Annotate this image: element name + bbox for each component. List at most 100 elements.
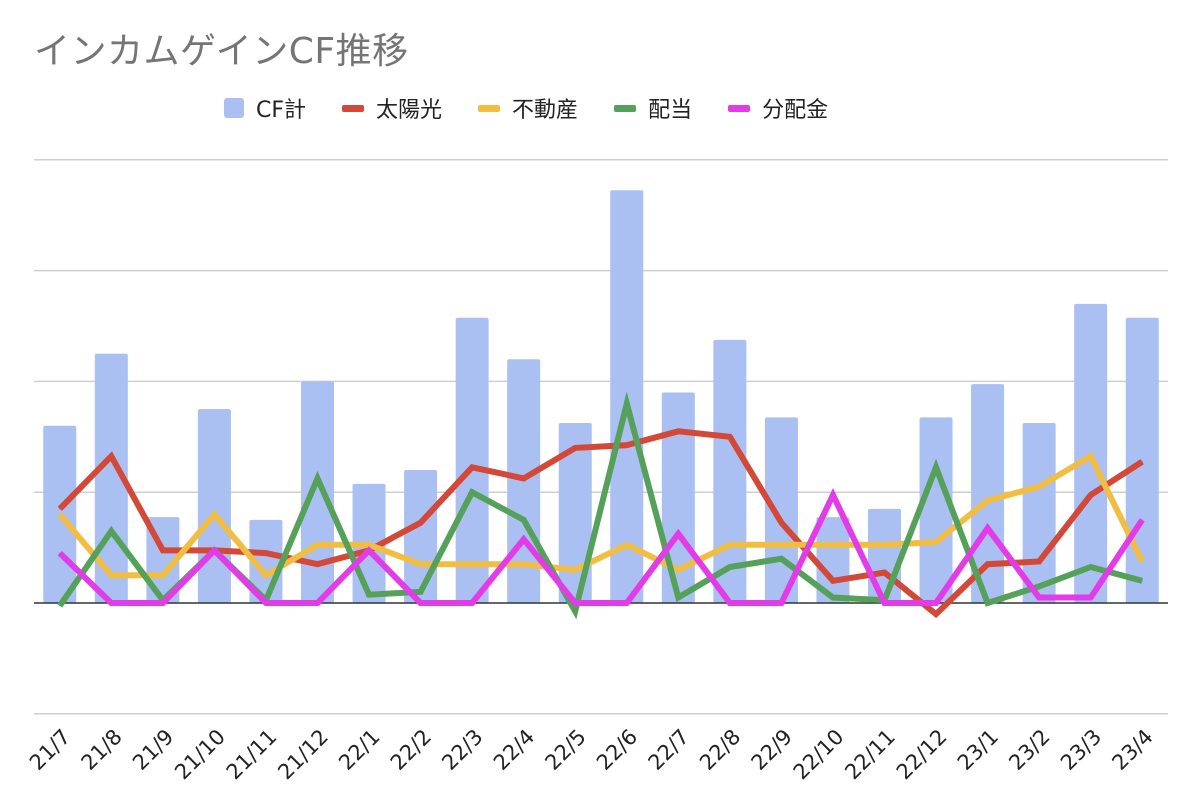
point-配当-22/9: [780, 558, 782, 560]
point-分配金-21/7: [59, 552, 61, 554]
point-太陽光-22/8: [729, 436, 731, 438]
x-tick-label: 21/11: [222, 725, 282, 785]
bar-cf-22/9: [764, 417, 798, 603]
point-不動産-22/4: [523, 563, 525, 565]
legend-item-realestate: 不動産: [478, 92, 578, 124]
x-tick-label: 22/11: [840, 725, 900, 785]
point-不動産-23/4: [1141, 560, 1143, 562]
point-分配金-22/9: [780, 602, 782, 604]
point-太陽光-22/6: [626, 444, 628, 446]
point-太陽光-22/2: [420, 522, 422, 524]
bar-cf-21/12: [301, 381, 334, 603]
legend-label-dividend: 配当: [648, 98, 693, 123]
x-tick-label: 22/10: [789, 725, 849, 785]
point-不動産-22/2: [420, 563, 422, 565]
x-tick-label: 23/3: [1056, 725, 1106, 775]
point-配当-22/2: [420, 591, 422, 593]
bar-cf-22/12: [919, 417, 953, 603]
point-配当-22/4: [523, 519, 525, 521]
point-分配金-23/3: [1090, 596, 1092, 598]
legend-swatch-distribution: [728, 104, 751, 112]
point-分配金-22/3: [471, 602, 473, 604]
legend-item-solar: 太陽光: [342, 92, 442, 124]
point-太陽光-21/7: [59, 508, 61, 510]
point-太陽光-22/4: [523, 477, 525, 479]
point-不動産-21/10: [213, 513, 215, 515]
point-不動産-22/7: [677, 569, 679, 571]
legend-swatch-realestate: [478, 104, 501, 112]
point-太陽光-23/2: [1038, 560, 1040, 562]
x-tick-label: 21/12: [273, 725, 333, 785]
point-不動産-21/8: [110, 574, 112, 576]
bar-cf-22/5: [558, 422, 592, 603]
point-分配金-22/10: [832, 494, 834, 496]
bar-cf-22/7: [661, 392, 695, 603]
point-太陽光-23/4: [1141, 461, 1143, 463]
point-太陽光-21/12: [317, 563, 318, 565]
x-tick-label: 22/2: [386, 725, 436, 775]
point-太陽光-22/11: [884, 572, 885, 574]
point-太陽光-22/5: [574, 447, 576, 449]
point-分配金-22/1: [368, 549, 370, 551]
series-line-不動産: [57, 451, 1145, 580]
bar-cf-22/8: [713, 339, 747, 603]
point-不動産-22/11: [884, 544, 885, 546]
point-分配金-23/2: [1038, 596, 1040, 598]
point-配当-22/12: [935, 466, 937, 468]
x-tick-label: 23/1: [953, 725, 1003, 775]
point-太陽光-23/1: [987, 563, 989, 565]
point-分配金-22/8: [729, 602, 731, 604]
point-太陽光-23/3: [1090, 494, 1092, 496]
legend-item-cf: CF計: [224, 92, 306, 124]
x-tick-label: 22/6: [592, 725, 642, 775]
x-tick-label: 21/8: [77, 725, 127, 775]
point-分配金-22/6: [626, 602, 628, 604]
point-不動産-22/1: [368, 544, 370, 546]
x-tick-label: 22/4: [489, 725, 539, 775]
point-不動産-23/3: [1090, 455, 1092, 457]
bar-cf-22/11: [868, 508, 901, 603]
point-不動産-23/2: [1038, 486, 1040, 488]
point-不動産-21/11: [265, 574, 267, 576]
legend-label-solar: 太陽光: [376, 98, 443, 123]
point-分配金-22/5: [574, 602, 576, 604]
point-太陽光-22/9: [780, 522, 782, 524]
point-太陽光-22/3: [471, 466, 473, 468]
x-tick-label: 21/7: [25, 725, 75, 775]
chart-title: インカムゲインCF推移: [34, 31, 409, 72]
point-配当-22/5: [574, 610, 576, 612]
point-不動産-21/7: [59, 513, 61, 515]
point-分配金-22/4: [523, 538, 525, 540]
legend-label-distribution: 分配金: [762, 98, 829, 123]
x-tick-label: 23/4: [1107, 725, 1157, 775]
point-太陽光-22/10: [832, 580, 834, 582]
point-不動産-21/12: [317, 544, 318, 546]
point-不動産-22/5: [574, 569, 576, 571]
point-配当-23/3: [1090, 566, 1092, 568]
point-分配金-22/7: [677, 533, 679, 535]
point-不動産-22/9: [780, 544, 782, 546]
legend-item-distribution: 分配金: [728, 92, 828, 124]
point-配当-23/1: [987, 602, 989, 604]
bar-cf-22/3: [455, 317, 489, 603]
point-配当-22/8: [729, 566, 731, 568]
x-tick-label: 22/12: [892, 725, 952, 785]
bar-cf-21/10: [197, 409, 231, 603]
point-不動産-22/6: [626, 544, 628, 546]
point-配当-21/8: [110, 530, 112, 532]
bar-cf-22/2: [404, 470, 438, 603]
legend-label-realestate: 不動産: [512, 98, 579, 123]
point-不動産-23/1: [987, 500, 989, 502]
point-配当-21/7: [59, 605, 61, 607]
legend-swatch-cf: [224, 98, 244, 118]
point-分配金-21/11: [265, 602, 267, 604]
point-分配金-21/9: [162, 602, 164, 604]
point-不動産-22/3: [471, 563, 473, 565]
point-太陽光-21/8: [110, 455, 112, 457]
legend: CF計 太陽光 不動産 配当 分配金: [224, 92, 864, 124]
point-配当-22/3: [471, 491, 473, 493]
bar-cf-23/1: [971, 384, 1005, 603]
x-tick-label: 22/3: [437, 725, 487, 775]
